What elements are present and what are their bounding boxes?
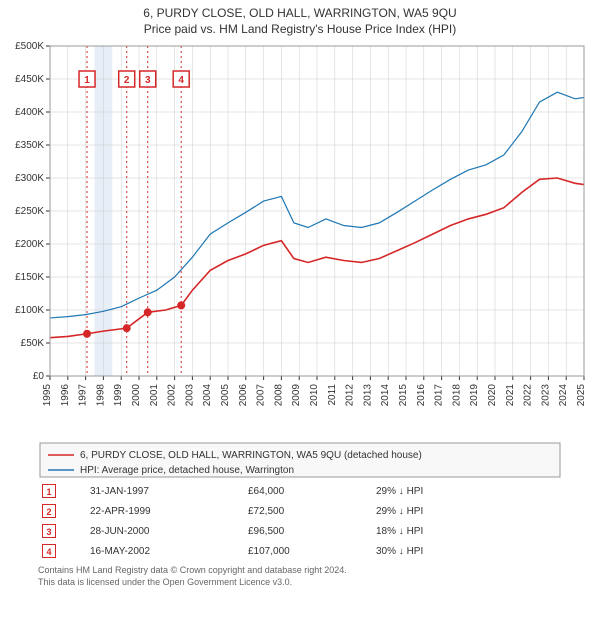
chart-footer: Contains HM Land Registry data © Crown c… <box>0 561 600 588</box>
sale-row-marker: 3 <box>42 524 56 538</box>
x-tick-label: 1997 <box>78 384 89 407</box>
sale-row-price: £72,500 <box>244 501 372 521</box>
sales-table-area: 1 31-JAN-1997£64,00029% ↓ HPI 2 22-APR-1999… <box>0 481 600 561</box>
x-tick-label: 1999 <box>113 384 124 407</box>
sale-marker-number: 1 <box>84 75 90 86</box>
y-tick-label: £400K <box>15 107 44 118</box>
y-tick-label: £50K <box>21 338 45 349</box>
sale-dot <box>83 330 91 338</box>
x-tick-label: 2003 <box>184 384 195 407</box>
sales-row: 4 16-MAY-2002£107,00030% ↓ HPI <box>38 541 562 561</box>
y-tick-label: £200K <box>15 239 44 250</box>
x-tick-label: 2009 <box>291 384 302 407</box>
sales-row: 2 22-APR-1999£72,50029% ↓ HPI <box>38 501 562 521</box>
x-tick-label: 2006 <box>238 384 249 407</box>
x-tick-label: 2007 <box>256 384 267 407</box>
x-tick-label: 2012 <box>345 384 356 407</box>
chart-title-line2: Price paid vs. HM Land Registry's House … <box>0 22 600 36</box>
sale-row-price: £64,000 <box>244 481 372 501</box>
sale-row-marker: 1 <box>42 484 56 498</box>
sale-row-delta: 29% ↓ HPI <box>372 501 562 521</box>
x-tick-label: 2015 <box>398 384 409 407</box>
sale-dot <box>177 301 185 309</box>
x-tick-label: 2011 <box>327 384 338 406</box>
footer-line2: This data is licensed under the Open Gov… <box>38 577 562 589</box>
y-tick-label: £150K <box>15 272 44 283</box>
sale-row-delta: 30% ↓ HPI <box>372 541 562 561</box>
sale-dot <box>144 308 152 316</box>
sale-row-date: 22-APR-1999 <box>86 501 244 521</box>
x-tick-label: 2022 <box>523 384 534 407</box>
sales-row: 1 31-JAN-1997£64,00029% ↓ HPI <box>38 481 562 501</box>
y-tick-label: £450K <box>15 74 44 85</box>
x-tick-label: 1995 <box>42 384 53 407</box>
legend-label: HPI: Average price, detached house, Warr… <box>80 465 294 476</box>
sales-row: 3 28-JUN-2000£96,50018% ↓ HPI <box>38 521 562 541</box>
y-tick-label: £350K <box>15 140 44 151</box>
sale-row-price: £96,500 <box>244 521 372 541</box>
sale-row-date: 31-JAN-1997 <box>86 481 244 501</box>
sale-row-marker: 2 <box>42 504 56 518</box>
sale-row-date: 28-JUN-2000 <box>86 521 244 541</box>
x-tick-label: 2020 <box>487 384 498 407</box>
chart-title-line1: 6, PURDY CLOSE, OLD HALL, WARRINGTON, WA… <box>0 6 600 20</box>
x-tick-label: 2001 <box>149 384 160 407</box>
x-tick-label: 2017 <box>434 384 445 407</box>
sale-row-date: 16-MAY-2002 <box>86 541 244 561</box>
x-tick-label: 2002 <box>167 384 178 407</box>
x-tick-label: 1996 <box>60 384 71 407</box>
sale-dot <box>123 324 131 332</box>
x-tick-label: 2008 <box>273 384 284 407</box>
sale-marker-number: 3 <box>145 75 151 86</box>
x-tick-label: 2024 <box>558 384 569 407</box>
x-tick-label: 1998 <box>95 384 106 407</box>
x-tick-label: 2004 <box>202 384 213 407</box>
footer-line1: Contains HM Land Registry data © Crown c… <box>38 565 562 577</box>
x-tick-label: 2000 <box>131 384 142 407</box>
x-tick-label: 2021 <box>505 384 516 407</box>
x-tick-label: 2019 <box>469 384 480 407</box>
x-tick-label: 2023 <box>540 384 551 407</box>
price-chart: £0 £50K £100K £150K £200K £250K £300K £350K £400… <box>0 36 600 481</box>
sale-row-price: £107,000 <box>244 541 372 561</box>
x-tick-label: 2014 <box>380 384 391 407</box>
sale-row-marker: 4 <box>42 544 56 558</box>
sale-row-delta: 18% ↓ HPI <box>372 521 562 541</box>
y-tick-label: £0 <box>33 371 45 382</box>
sale-marker-number: 2 <box>124 75 130 86</box>
x-tick-label: 2025 <box>576 384 587 407</box>
legend-label: 6, PURDY CLOSE, OLD HALL, WARRINGTON, WA… <box>80 450 422 461</box>
sales-table: 1 31-JAN-1997£64,00029% ↓ HPI 2 22-APR-1999… <box>38 481 562 561</box>
x-tick-label: 2013 <box>362 384 373 407</box>
y-tick-label: £500K <box>15 41 44 52</box>
sale-marker-number: 4 <box>178 75 184 86</box>
y-tick-label: £300K <box>15 173 44 184</box>
chart-title-block: 6, PURDY CLOSE, OLD HALL, WARRINGTON, WA… <box>0 6 600 36</box>
sale-row-delta: 29% ↓ HPI <box>372 481 562 501</box>
x-tick-label: 2016 <box>416 384 427 407</box>
y-tick-label: £100K <box>15 305 44 316</box>
x-tick-label: 2005 <box>220 384 231 407</box>
x-tick-label: 2010 <box>309 384 320 407</box>
y-tick-label: £250K <box>15 206 44 217</box>
x-tick-label: 2018 <box>451 384 462 407</box>
